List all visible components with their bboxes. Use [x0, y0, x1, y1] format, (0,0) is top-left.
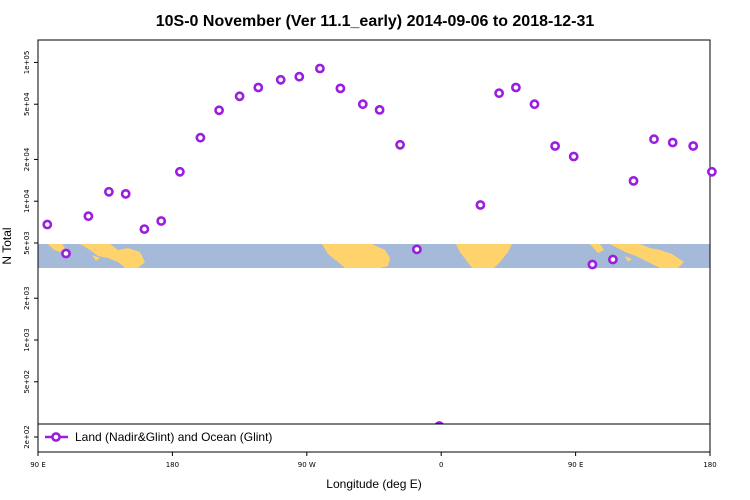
data-point	[174, 166, 185, 177]
data-point	[61, 248, 71, 259]
data-point	[374, 105, 385, 115]
y-tick-label: 1e+03	[23, 328, 31, 352]
data-point	[628, 175, 639, 186]
data-point	[608, 254, 618, 265]
data-point	[587, 259, 598, 270]
map-land-south-america	[322, 244, 390, 268]
data-point	[357, 99, 368, 110]
legend-marker	[51, 432, 61, 442]
map-land-africa	[456, 244, 512, 268]
x-tick-label: 90 W	[298, 461, 316, 469]
y-tick-label: 5e+04	[23, 92, 31, 116]
x-axis: 90 E 180 90 W 0 90 E 180	[30, 452, 717, 469]
data-point	[511, 82, 521, 93]
data-point	[214, 105, 224, 116]
data-point	[649, 134, 659, 145]
x-tick-label: 90 E	[568, 461, 584, 469]
data-point	[275, 74, 286, 85]
y-tick-label: 2e+03	[23, 286, 31, 310]
data-point	[494, 88, 504, 99]
x-tick-label: 90 E	[30, 461, 46, 469]
data-point	[234, 91, 245, 102]
map-land-australasia-west	[48, 244, 145, 268]
data-point	[568, 151, 579, 162]
data-point	[475, 200, 486, 210]
data-point	[529, 99, 540, 110]
data-point	[83, 211, 94, 222]
data-point	[335, 83, 346, 94]
y-tick-label: 2e+04	[23, 147, 31, 171]
y-tick-label: 5e+02	[23, 370, 31, 394]
data-point	[411, 244, 422, 255]
data-point	[42, 219, 53, 230]
data-point	[104, 186, 114, 197]
data-point	[139, 224, 150, 234]
data-point	[314, 63, 325, 74]
data-point	[156, 216, 167, 226]
y-tick-label: 1e+04	[23, 189, 31, 213]
y-tick-label: 1e+05	[23, 51, 31, 75]
data-point	[688, 141, 699, 151]
data-point	[120, 188, 131, 199]
y-axis: 2e+02 5e+02 1e+03 2e+03 5e+03 1e+04 2e+04 5e+04…	[23, 51, 38, 449]
legend: Land (Nadir&Glint) and Ocean (Glint)	[37, 423, 711, 453]
data-series	[42, 63, 717, 442]
y-tick-label: 2e+02	[23, 425, 31, 449]
data-point	[253, 82, 264, 93]
data-point	[294, 71, 305, 82]
data-point	[195, 132, 206, 143]
chart-title: 10S-0 November (Ver 11.1_early) 2014-09-…	[156, 13, 595, 30]
map-land-australasia-east	[590, 244, 684, 268]
legend-label: Land (Nadir&Glint) and Ocean (Glint)	[75, 430, 272, 444]
y-tick-label: 5e+03	[23, 231, 31, 255]
data-point	[667, 137, 678, 148]
x-tick-label: 0	[439, 461, 443, 469]
data-point	[550, 141, 560, 151]
y-axis-label: N Total	[0, 227, 14, 264]
x-tick-label: 180	[166, 461, 179, 469]
data-point	[707, 166, 717, 177]
data-point	[395, 139, 405, 150]
legend-box	[37, 423, 711, 453]
x-tick-label: 180	[703, 461, 716, 469]
world-map-band	[38, 244, 710, 268]
x-axis-label: Longitude (deg E)	[326, 477, 421, 491]
